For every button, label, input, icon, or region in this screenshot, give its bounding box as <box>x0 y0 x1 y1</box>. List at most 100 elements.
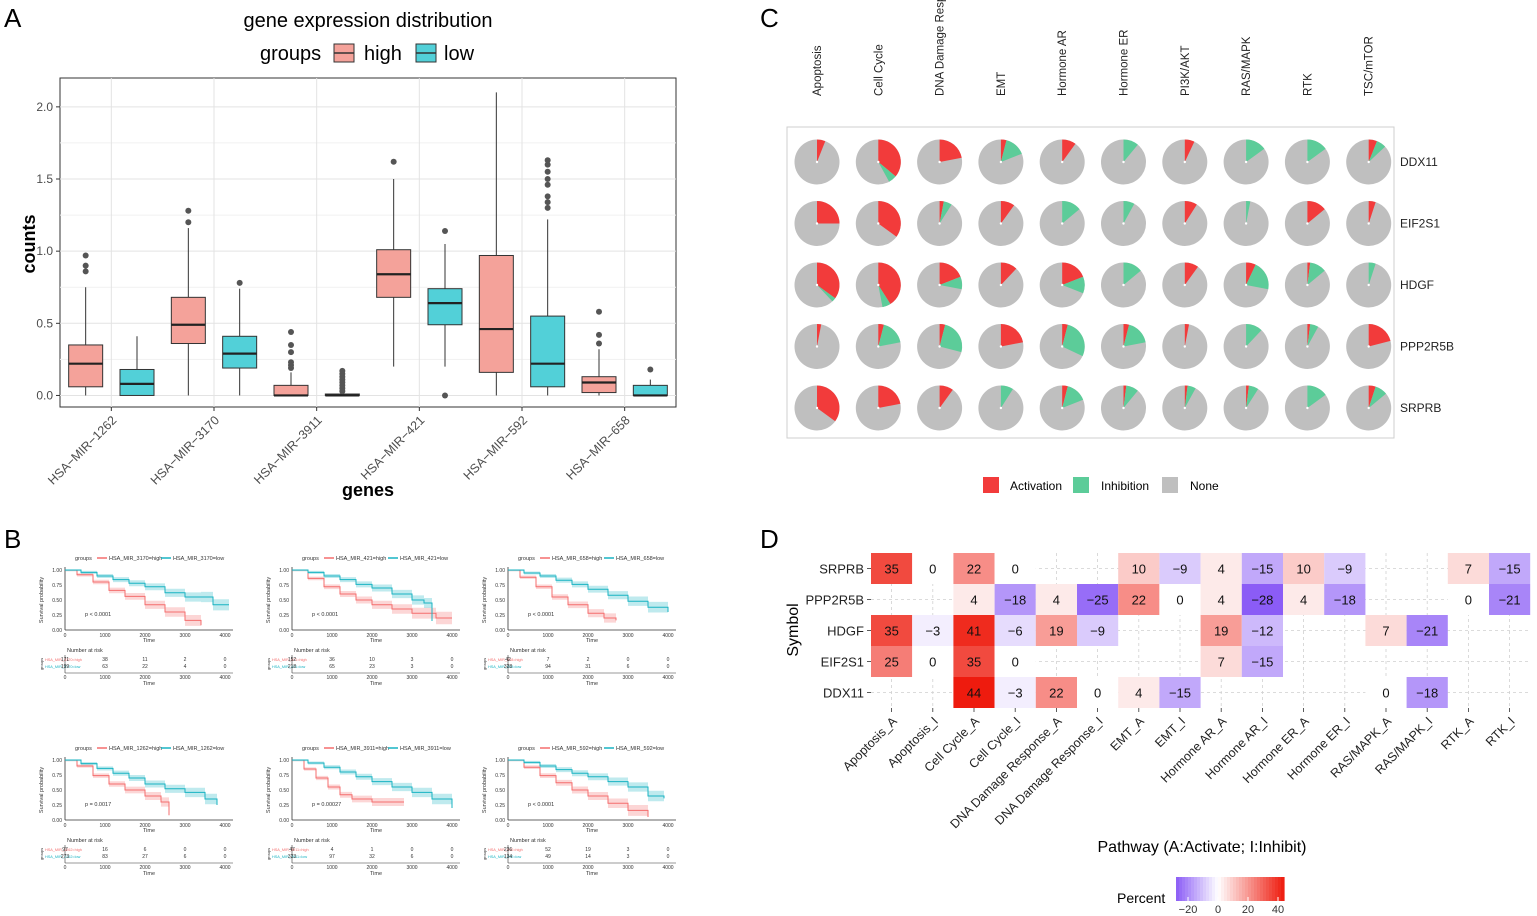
km-risk-count-low: 94 <box>545 664 551 670</box>
heatmap-cell <box>1406 615 1448 646</box>
legend-gradient-step <box>1191 877 1195 901</box>
heatmap-cell <box>953 584 995 615</box>
outlier-point <box>596 340 602 347</box>
heatmap-cell-label: −21 <box>1416 624 1438 639</box>
box-high-2 <box>170 207 206 396</box>
outlier-point <box>442 227 448 234</box>
heatmap-column-label: EMT_I <box>1152 714 1188 750</box>
pie-slice-activation <box>1307 262 1311 285</box>
km-y-axis-label: Survival probability <box>482 767 488 813</box>
km-y-tick: 0.50 <box>495 598 505 604</box>
heatmap-cell-label: −18 <box>1004 593 1026 608</box>
outlier-point <box>596 308 602 315</box>
km-risk-axis-label: groups <box>482 658 487 670</box>
pie-slice-inhibition <box>1123 201 1135 224</box>
outlier-point <box>544 193 551 200</box>
legend-gradient-step <box>1179 877 1183 901</box>
pie-slice-activation <box>1184 385 1188 408</box>
legend-gradient-step <box>1215 877 1219 901</box>
pie-SRPRB-8 <box>1223 385 1269 431</box>
pie-slice-inhibition <box>939 276 963 290</box>
km-risk-x-tick: 0 <box>507 675 510 681</box>
km-risk-x-tick: 4000 <box>446 865 457 871</box>
km-risk-x-tick: 3000 <box>622 675 633 681</box>
km-risk-count-high: 7 <box>547 657 550 663</box>
pie-slice-inhibition <box>1307 324 1319 347</box>
km-risk-count-high: 152 <box>288 657 297 663</box>
pie-EIF2S1-7 <box>1162 201 1208 246</box>
pie-SRPRB-7 <box>1162 385 1208 431</box>
heatmap-row-label: PPP2R5B <box>805 593 864 608</box>
heatmap-cell-label: 44 <box>967 686 981 701</box>
pie-HDGF-1 <box>794 262 840 308</box>
km-y-tick: 0.25 <box>52 803 62 809</box>
heatmap-cell <box>871 646 913 677</box>
km-risk-group-low: HSA_MIR_592=low <box>488 855 521 859</box>
heatmap-cell-label: −15 <box>1169 686 1191 701</box>
pie-slice-activation <box>1184 201 1197 224</box>
heatmap-cell-label: 0 <box>1465 593 1472 608</box>
km-risk-x-label: Time <box>586 681 598 687</box>
heatmap-cell-label: 0 <box>929 655 936 670</box>
legend-gradient-step <box>1233 877 1237 901</box>
km-confidence-band <box>508 570 616 626</box>
heatmap-cell-label: −12 <box>1251 624 1273 639</box>
km-risk-group-high: HSA_MIR_658=high <box>488 658 523 662</box>
pie-slice-inhibition <box>1184 385 1196 408</box>
km-risk-x-label: Time <box>370 681 382 687</box>
km-survival-curve <box>508 569 617 621</box>
heatmap-cell <box>1241 553 1283 584</box>
km-risk-axis-label: groups <box>266 658 271 670</box>
pie-slice-activation <box>817 262 840 299</box>
km-risk-count-low: 32 <box>369 854 375 860</box>
pie-slice-activation <box>1062 262 1084 285</box>
km-survival-curve <box>65 569 229 606</box>
km-x-tick: 0 <box>64 633 67 639</box>
km-risk-x-tick: 2000 <box>366 675 377 681</box>
km-risk-count-high: 52 <box>545 847 551 853</box>
km-risk-title: Number at risk <box>67 838 103 844</box>
km-risk-count-low: 31 <box>585 664 591 670</box>
heatmap-cell <box>1077 584 1119 615</box>
outlier-point <box>185 219 192 226</box>
pie-PPP2R5B-3 <box>917 324 963 369</box>
heatmap-cell-label: −28 <box>1251 593 1273 608</box>
heatmap-cell <box>1200 615 1242 646</box>
pie-PPP2R5B-4 <box>978 324 1024 369</box>
heatmap-cell-label: 35 <box>884 624 898 639</box>
km-risk-count-low: 97 <box>329 854 335 860</box>
km-risk-x-label: Time <box>586 871 598 877</box>
km-plot-2: groups HSA_MIR_421=high HSA_MIR_421=lowSur… <box>266 556 460 687</box>
km-legend-title: groups <box>518 556 535 562</box>
heatmap-column-label: RTK_A <box>1438 714 1477 753</box>
heatmap-cell-label: 0 <box>1012 655 1019 670</box>
km-survival-curve <box>508 569 669 612</box>
heatmap-cell-label: 0 <box>1094 686 1101 701</box>
panel-d-heatmap: SRPRB 35 0 22 0 10 −9 4 −15 10 −9 7 −15 PPP2R5B 4 −18 4 −… <box>785 553 1531 916</box>
heatmap-cell <box>953 646 995 677</box>
heatmap-cell-label: 4 <box>1300 593 1307 608</box>
heatmap-cell <box>994 677 1036 708</box>
heatmap-cell-label: 19 <box>1214 624 1228 639</box>
km-risk-x-tick: 2000 <box>139 675 150 681</box>
boxplot-y-tick-label: 1.0 <box>36 244 53 258</box>
km-risk-count-high: 0 <box>224 657 227 663</box>
legend-gradient-step <box>1203 877 1207 901</box>
outlier-point <box>544 199 551 206</box>
pie-slice-inhibition <box>1062 324 1085 357</box>
pie-gene-label: EIF2S1 <box>1400 217 1440 231</box>
pie-DDX11-1 <box>794 139 840 185</box>
km-x-tick: 3000 <box>179 633 190 639</box>
km-survival-curve <box>508 759 649 817</box>
boxplot-x-tick-label: HSA−MIR−592 <box>461 413 530 482</box>
km-plot-1: groups HSA_MIR_3170=high HSA_MIR_3170=lowS… <box>39 556 233 687</box>
pie-slice-activation <box>1062 324 1068 347</box>
pie-SRPRB-9 <box>1284 385 1330 431</box>
heatmap-cell-label: −15 <box>1251 562 1273 577</box>
km-y-axis-label: Survival probability <box>39 767 45 813</box>
km-plot-4: groups HSA_MIR_1262=high HSA_MIR_1262=lowS… <box>39 746 233 877</box>
heatmap-column-label: RTK_I <box>1483 714 1518 749</box>
km-risk-count-high: 0 <box>451 847 454 853</box>
pie-gene-label: SRPRB <box>1400 401 1441 415</box>
km-risk-count-low: 0 <box>667 664 670 670</box>
